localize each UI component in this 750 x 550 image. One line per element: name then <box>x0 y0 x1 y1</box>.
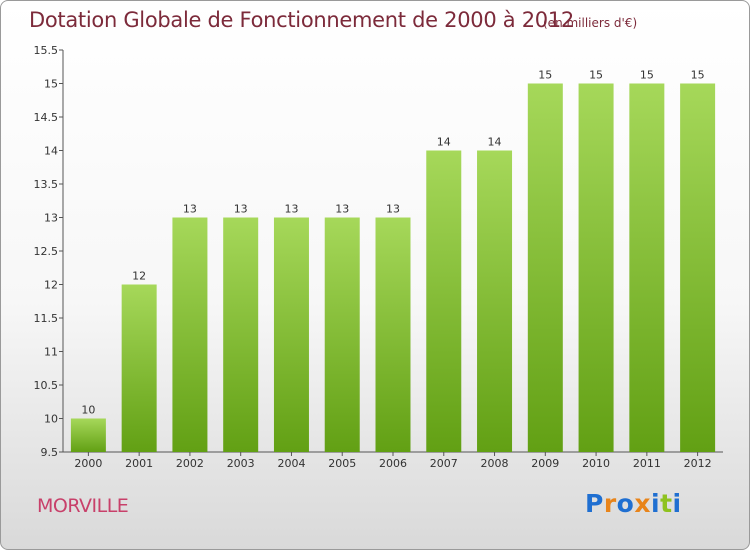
logo-letter: o <box>616 489 635 518</box>
y-tick-label: 15 <box>44 78 58 91</box>
bar-2004 <box>273 217 309 452</box>
data-label: 14 <box>488 136 502 149</box>
logo-letter: i <box>672 489 682 518</box>
bar-2003 <box>223 217 259 452</box>
chart-axes: 9.5 10 10.5 11 11.5 12 12.5 13 13.5 14 14.5 15 15.5 <box>34 44 723 459</box>
x-tick-label: 2006 <box>379 457 407 470</box>
logo-letter: r <box>603 489 617 518</box>
chart-subtitle: (en milliers d'€) <box>543 16 638 30</box>
logo-letter: t <box>660 489 673 518</box>
x-tick-label: 2003 <box>227 457 255 470</box>
data-label: 15 <box>691 69 705 82</box>
x-tick-label: 2005 <box>328 457 356 470</box>
chart-bars <box>70 83 716 452</box>
bar-2002 <box>172 217 208 452</box>
proxiti-logo[interactable]: Proxiti <box>585 489 682 518</box>
logo-letter: P <box>585 489 604 518</box>
x-tick-label: 2009 <box>531 457 559 470</box>
bar-2012 <box>680 83 716 452</box>
x-tick-label: 2012 <box>684 457 712 470</box>
chart-title: Dotation Globale de Fonctionnement de 20… <box>29 8 574 32</box>
x-tick-label: 2002 <box>176 457 204 470</box>
data-label: 14 <box>437 136 451 149</box>
x-tick-label: 2011 <box>633 457 661 470</box>
bar-2009 <box>527 83 563 452</box>
y-tick-label: 11.5 <box>34 312 59 325</box>
y-tick-label: 13 <box>44 212 58 225</box>
data-label: 13 <box>234 203 248 216</box>
bar-2008 <box>477 150 513 452</box>
y-tick-label: 13.5 <box>34 178 59 191</box>
y-tick-label: 12 <box>44 279 58 292</box>
bar-2010 <box>578 83 614 452</box>
y-tick-label: 10 <box>44 413 58 426</box>
y-tick-label: 14 <box>44 145 58 158</box>
x-tick-label: 2007 <box>430 457 458 470</box>
data-label: 15 <box>589 69 603 82</box>
data-label: 13 <box>386 203 400 216</box>
logo-letter: i <box>651 489 661 518</box>
x-tick-label: 2010 <box>582 457 610 470</box>
bar-2001 <box>121 284 157 452</box>
y-tick-label: 9.5 <box>41 446 59 459</box>
bar-2011 <box>629 83 665 452</box>
y-tick-label: 11 <box>44 346 58 359</box>
bar-2007 <box>426 150 462 452</box>
x-tick-label: 2004 <box>277 457 305 470</box>
bar-2006 <box>375 217 411 452</box>
y-tick-label: 14.5 <box>34 111 59 124</box>
logo-letter: x <box>634 489 651 518</box>
data-label: 13 <box>183 203 197 216</box>
x-tick-label: 2008 <box>481 457 509 470</box>
data-label: 10 <box>81 404 95 417</box>
x-tick-label: 2000 <box>74 457 102 470</box>
data-label: 13 <box>284 203 298 216</box>
commune-name: MORVILLE <box>37 495 129 517</box>
y-tick-label: 15.5 <box>34 44 59 57</box>
data-label: 12 <box>132 270 146 283</box>
bar-2000 <box>70 418 106 452</box>
data-label: 15 <box>640 69 654 82</box>
y-tick-label: 10.5 <box>34 379 59 392</box>
y-tick-label: 12.5 <box>34 245 59 258</box>
bar-2005 <box>324 217 360 452</box>
chart-labels: 2000 10 2001 12 2002 13 2003 13 2004 13 2005 13 2006… <box>74 69 711 471</box>
data-label: 13 <box>335 203 349 216</box>
data-label: 15 <box>538 69 552 82</box>
x-tick-label: 2001 <box>125 457 153 470</box>
